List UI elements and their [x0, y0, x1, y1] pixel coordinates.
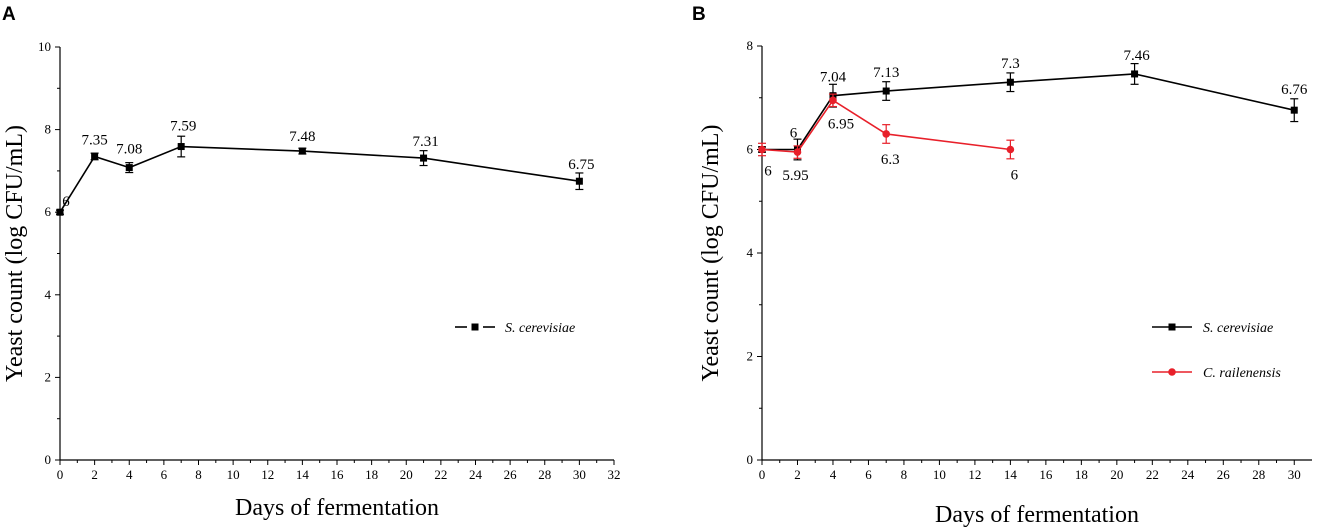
x-tick-label: 6: [161, 467, 168, 482]
data-label: 7.3: [1001, 56, 1020, 72]
x-tick-label: 4: [126, 467, 133, 482]
x-tick-label: 12: [968, 467, 981, 482]
data-point: [298, 147, 306, 155]
x-tick-label: 0: [57, 467, 64, 482]
data-point: [758, 145, 766, 154]
data-label: 6: [62, 194, 70, 210]
x-axis-title: Days of fermentation: [935, 502, 1139, 528]
legend-label: C. railenensis: [1203, 366, 1281, 381]
data-label: 6: [790, 126, 798, 142]
y-axis-title: Yeast count (log CFU/mL): [2, 125, 28, 382]
x-tick-label: 14: [296, 467, 310, 482]
data-point: [1006, 78, 1014, 86]
data-point: [177, 143, 185, 151]
x-tick-label: 14: [1004, 467, 1018, 482]
y-tick-label: 8: [747, 38, 754, 53]
x-axis-title: Days of fermentation: [235, 495, 439, 521]
x-tick-label: 20: [400, 467, 413, 482]
x-tick-label: 18: [365, 467, 378, 482]
data-point: [56, 208, 64, 216]
y-tick-label: 0: [45, 452, 52, 467]
data-point: [1131, 70, 1139, 78]
legend-label: S. cerevisiae: [505, 321, 575, 336]
y-tick-label: 6: [747, 142, 754, 157]
x-tick-label: 8: [901, 467, 908, 482]
y-tick-label: 8: [45, 122, 52, 137]
x-tick-label: 26: [1217, 467, 1231, 482]
x-tick-label: 18: [1075, 467, 1088, 482]
x-tick-label: 2: [794, 467, 801, 482]
data-point: [1290, 106, 1298, 114]
x-tick-label: 22: [1146, 467, 1159, 482]
x-tick-label: 10: [227, 467, 240, 482]
y-tick-label: 0: [747, 452, 754, 467]
x-tick-label: 8: [195, 467, 202, 482]
y-tick-label: 6: [45, 204, 52, 219]
x-tick-label: 10: [933, 467, 946, 482]
data-point: [125, 164, 133, 172]
x-tick-label: 12: [261, 467, 274, 482]
data-point: [420, 154, 428, 162]
data-label: 7.35: [82, 132, 108, 148]
y-tick-label: 4: [747, 245, 754, 260]
data-label: 6: [1011, 168, 1019, 184]
data-label: 6.76: [1281, 82, 1308, 98]
data-label: 6.95: [828, 116, 854, 132]
y-tick-label: 10: [38, 39, 51, 54]
data-label: 7.59: [170, 119, 196, 135]
x-tick-label: 24: [1181, 467, 1195, 482]
legend-marker: [1168, 368, 1176, 376]
y-tick-label: 2: [747, 349, 754, 364]
panel-letter-b: B: [692, 4, 706, 25]
data-point: [882, 87, 890, 95]
x-tick-label: 30: [1288, 467, 1301, 482]
x-tick-label: 30: [573, 467, 586, 482]
data-label: 7.48: [289, 129, 315, 145]
x-tick-label: 16: [1039, 467, 1053, 482]
data-label: 6: [764, 164, 772, 180]
x-tick-label: 32: [608, 467, 621, 482]
data-point: [1006, 145, 1015, 154]
panel-letter-a: A: [2, 4, 16, 25]
data-label: 7.46: [1123, 48, 1150, 64]
chart-panel-a: 0 2 4 6 8 10 12 14 16 18 20 22 24 26 28 30 320246810Days…: [2, 39, 621, 521]
data-point: [793, 148, 802, 156]
x-tick-label: 28: [538, 467, 551, 482]
y-tick-label: 4: [45, 287, 52, 302]
data-label: 6.75: [568, 157, 594, 173]
data-point: [575, 177, 583, 185]
x-tick-label: 2: [91, 467, 98, 482]
data-label: 7.08: [116, 142, 142, 158]
x-tick-label: 28: [1252, 467, 1265, 482]
data-label: 5.95: [782, 168, 808, 184]
data-label: 6.3: [881, 152, 900, 168]
x-tick-label: 24: [469, 467, 483, 482]
x-tick-label: 6: [865, 467, 872, 482]
data-label: 7.04: [820, 70, 847, 86]
legend-marker: [1168, 323, 1176, 331]
x-tick-label: 22: [434, 467, 447, 482]
data-label: 7.31: [412, 134, 438, 150]
data-point: [882, 130, 890, 138]
y-tick-label: 2: [45, 369, 52, 384]
x-tick-label: 26: [504, 467, 518, 482]
x-tick-label: 4: [830, 467, 837, 482]
data-point: [91, 152, 99, 160]
legend-marker: [471, 323, 479, 331]
y-axis-title: Yeast count (log CFU/mL): [698, 125, 724, 382]
data-label: 7.13: [873, 65, 899, 81]
x-tick-label: 0: [759, 467, 766, 482]
x-tick-label: 16: [331, 467, 345, 482]
x-tick-label: 20: [1110, 467, 1123, 482]
legend-label: S. cerevisiae: [1203, 321, 1273, 336]
data-point: [829, 96, 837, 105]
